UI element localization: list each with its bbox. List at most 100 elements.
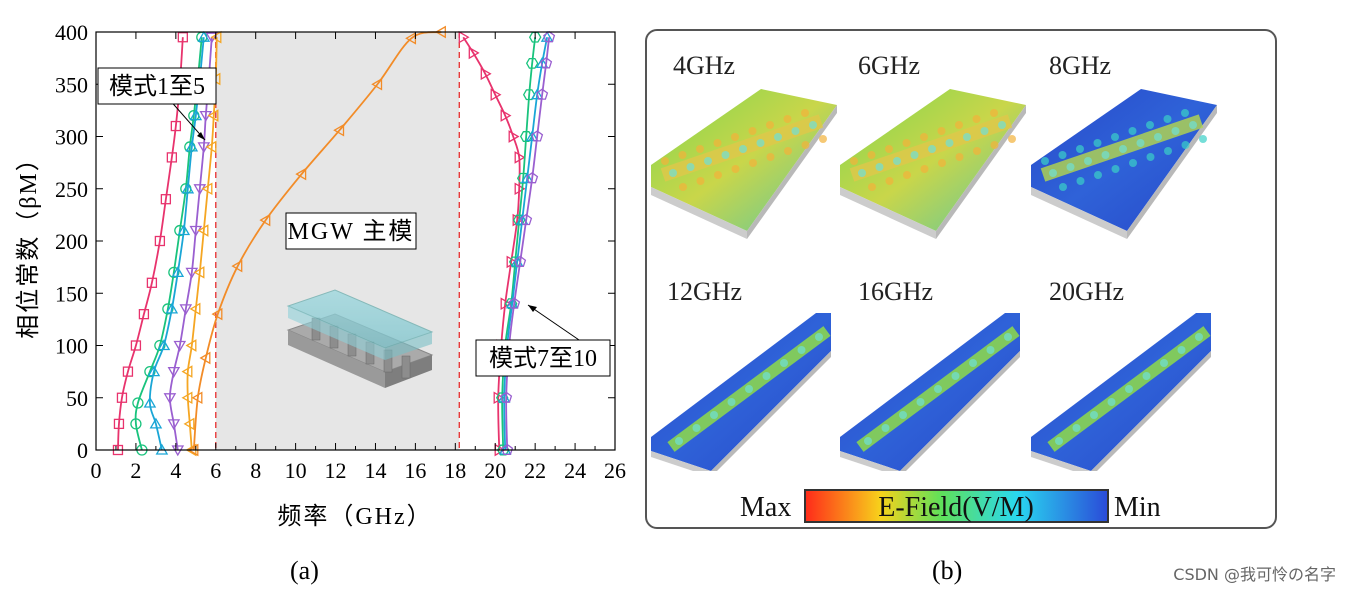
data-point-marker (540, 56, 553, 69)
data-point-marker (531, 130, 544, 142)
colorbar: Max E-Field(V/M) Min (740, 489, 1161, 523)
series-line (186, 37, 218, 451)
y-tick-label: 400 (55, 20, 88, 45)
data-point-marker (177, 32, 188, 43)
y-tick-label: 200 (55, 229, 88, 254)
field-plot (1031, 89, 1217, 239)
data-point-marker (508, 130, 520, 143)
frequency-label: 16GHz (858, 277, 934, 306)
annotation-text: MGW 主模 (288, 218, 415, 245)
data-point-marker (167, 419, 181, 431)
data-point-marker (519, 131, 533, 142)
data-point-marker (501, 443, 514, 456)
data-point-marker (116, 392, 128, 403)
data-point-marker (130, 340, 142, 351)
data-point-marker (167, 366, 181, 378)
data-point-marker (189, 109, 203, 121)
waveguide-inset-image (286, 289, 434, 388)
data-point-marker (210, 30, 222, 44)
field-tile-12ghz: 12GHz (651, 261, 837, 477)
colorbar-gradient (804, 489, 1109, 523)
data-point-marker (183, 417, 195, 431)
data-point-marker (522, 89, 536, 101)
x-tick-label: 14 (364, 458, 386, 483)
series-mode7 (458, 30, 526, 457)
data-point-marker (162, 303, 174, 315)
data-point-marker (197, 30, 211, 42)
data-point-marker (520, 213, 533, 226)
data-point-marker (149, 417, 163, 429)
data-point-marker (197, 224, 209, 237)
data-point-marker (181, 365, 193, 378)
dispersion-chart: 0 2 4 6 8 10 12 14 16 18 20 22 24 2605010015020025030… (15, 20, 626, 530)
watermark: CSDN @我可怜の名字 (1173, 565, 1336, 584)
data-point-marker (490, 88, 502, 102)
data-point-marker (530, 88, 544, 100)
data-point-marker (468, 46, 480, 60)
x-tick-label: 26 (604, 458, 626, 483)
field-plot (840, 89, 1026, 239)
x-tick-label: 22 (524, 458, 546, 483)
y-tick-label: 0 (77, 438, 88, 463)
field-tile-4ghz: 4GHz (651, 35, 837, 245)
x-tick-label: 24 (564, 458, 586, 483)
data-point-marker (181, 182, 195, 194)
y-tick-label: 100 (55, 334, 88, 359)
colorbar-title: E-Field(V/M) (878, 492, 1034, 523)
annotation-modes-7-10: 模式7至10 (475, 304, 611, 377)
x-tick-label: 10 (285, 458, 307, 483)
data-point-marker (166, 152, 178, 163)
annotation-text: 模式7至10 (489, 345, 597, 372)
data-point-marker (189, 302, 201, 316)
data-point-marker (259, 213, 271, 227)
series-line (192, 31, 442, 451)
data-point-marker (295, 167, 307, 181)
frequency-label: 8GHz (1049, 51, 1112, 80)
frequency-label: 20GHz (1049, 277, 1125, 306)
data-point-marker (205, 140, 217, 154)
data-point-marker (171, 266, 185, 278)
data-point-marker (138, 308, 150, 320)
field-plot (651, 313, 831, 477)
data-point-marker (199, 351, 211, 365)
data-point-marker (160, 194, 172, 205)
field-distribution-panel: 4GHz 6GHz 8GHz 12GHz 16GHz 20GHz Max E-Field(… (645, 29, 1277, 529)
data-point-marker (185, 140, 199, 152)
x-tick-label: 2 (130, 458, 141, 483)
x-tick-label: 8 (250, 458, 261, 483)
field-tile-6ghz: 6GHz (840, 35, 1026, 245)
data-point-marker (154, 235, 166, 247)
data-point-marker (525, 57, 539, 69)
frequency-label: 6GHz (858, 51, 921, 80)
x-tick-label: 20 (484, 458, 506, 483)
data-point-marker (231, 259, 243, 273)
y-tick-label: 350 (55, 72, 88, 97)
field-tile-20ghz: 20GHz (1031, 261, 1217, 477)
x-axis-label: 频率（GHz） (277, 503, 432, 530)
data-point-marker (458, 30, 470, 44)
field-plot (651, 89, 837, 239)
caption-b: (b) (932, 556, 963, 585)
data-point-marker (168, 266, 180, 279)
data-point-marker (179, 304, 193, 316)
data-point-marker (201, 182, 213, 196)
data-point-marker (157, 339, 171, 351)
series-line (117, 37, 184, 451)
series-MGW (187, 25, 446, 457)
data-point-marker (520, 172, 534, 183)
data-point-marker (207, 109, 219, 122)
data-point-marker (154, 339, 166, 352)
x-tick-label: 0 (91, 458, 102, 483)
data-point-marker (333, 123, 345, 137)
series-mode1 (112, 32, 188, 456)
data-point-marker (177, 224, 191, 236)
annotation-text: 模式1至5 (109, 73, 205, 100)
data-point-marker (371, 77, 383, 91)
series-line (134, 37, 203, 451)
series-line (168, 37, 213, 451)
data-point-marker (143, 396, 157, 408)
data-point-marker (211, 307, 223, 321)
data-point-marker (163, 393, 177, 405)
data-point-marker (191, 391, 203, 405)
colorbar-max-label: Max (740, 492, 791, 523)
